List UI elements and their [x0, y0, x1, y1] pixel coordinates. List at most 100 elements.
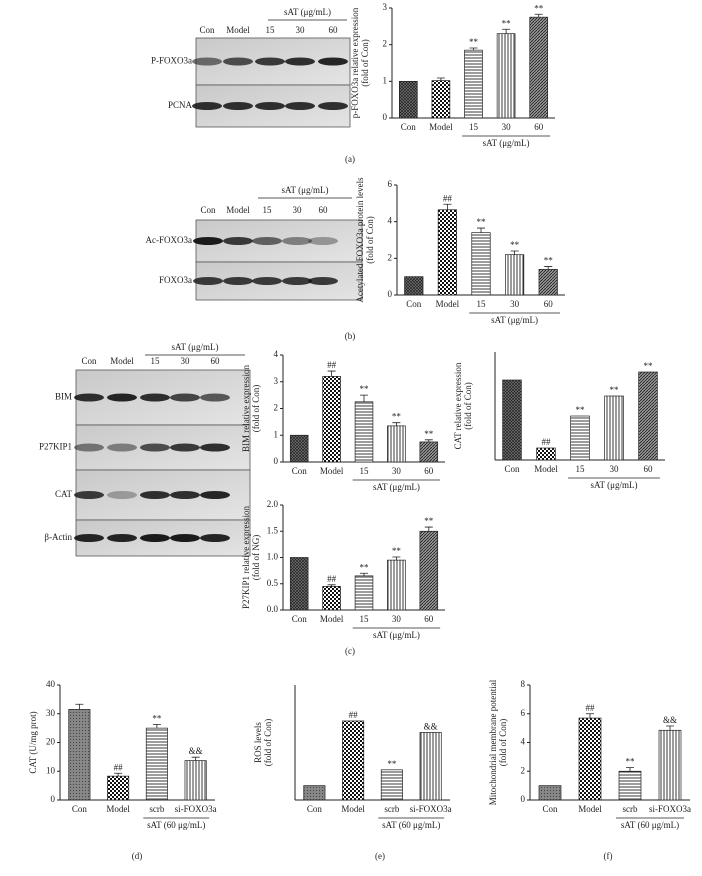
bar: [502, 379, 522, 461]
x-tick-label: scrb: [384, 804, 399, 814]
blot-band: [193, 277, 223, 285]
significance-label: **: [576, 405, 586, 415]
x-tick-label: si-FOXO3a: [649, 804, 691, 814]
y-axis-label: (fold of Con): [463, 382, 473, 430]
panel-label: (e): [375, 851, 385, 861]
x-tick-label: 15: [360, 466, 370, 476]
significance-label: &&: [189, 746, 203, 756]
blot-band: [200, 491, 230, 499]
x-tick-label: Con: [72, 804, 88, 814]
bar: [431, 80, 451, 119]
panel-label: (a): [345, 154, 355, 164]
x-tick-label: 60: [534, 122, 544, 132]
bar: [342, 720, 365, 801]
bar: [145, 727, 168, 801]
blot-column-label: 60: [329, 25, 339, 35]
blot-band: [107, 534, 137, 542]
blot-band: [200, 393, 230, 402]
bar: [578, 717, 602, 801]
error-bar: [534, 13, 543, 18]
x-tick-label: Model: [106, 804, 130, 814]
x-tick-label: 60: [424, 614, 434, 624]
x-tick-label: Con: [401, 122, 417, 132]
blot-band: [223, 102, 253, 110]
blot-band: [223, 237, 253, 245]
blot-column-label: Model: [226, 205, 250, 215]
blot-band: [74, 393, 104, 402]
significance-label: ##: [114, 762, 124, 772]
significance-label: **: [392, 546, 402, 556]
significance-label: **: [644, 361, 654, 371]
error-bar: [502, 28, 511, 34]
significance-label: ##: [327, 360, 337, 370]
y-tick-label: 4: [521, 737, 526, 747]
blot-band: [223, 57, 253, 66]
x-tick-label: 60: [544, 299, 554, 309]
blot-band: [74, 443, 104, 452]
blot-column-label: Model: [226, 25, 250, 35]
blot-column-label: 30: [181, 356, 191, 366]
y-tick-label: 3: [274, 376, 279, 386]
blot-band: [285, 57, 315, 66]
y-axis-label: P27KIP1 relative expression: [241, 506, 251, 609]
significance-label: **: [152, 713, 162, 723]
y-tick-label: 20: [46, 737, 56, 747]
x-tick-label: 30: [392, 466, 402, 476]
bar: [604, 395, 624, 461]
bar: [419, 530, 439, 611]
significance-label: ##: [443, 193, 453, 203]
y-tick-label: 10: [46, 765, 56, 775]
blot-band: [285, 102, 315, 110]
blot-column-label: Con: [200, 205, 216, 215]
y-tick-label: 0: [388, 289, 393, 299]
bar: [505, 254, 525, 296]
x-tick-label: Con: [406, 299, 422, 309]
significance-label: **: [534, 3, 544, 13]
blot-group-label: sAT (μg/mL): [282, 185, 329, 195]
blot-band: [192, 102, 222, 110]
bar: [536, 447, 556, 461]
group-label: sAT (μg/mL): [491, 315, 538, 325]
significance-label: **: [626, 757, 636, 767]
error-bar: [360, 394, 368, 402]
x-tick-label: Con: [307, 804, 323, 814]
y-tick-label: 30: [46, 708, 56, 718]
y-tick-label: 2: [383, 39, 388, 49]
error-bar: [114, 772, 123, 777]
bar: [303, 785, 326, 801]
bar: [289, 434, 309, 463]
blot-group-label: sAT (μg/mL): [284, 7, 331, 17]
x-tick-label: Model: [429, 122, 453, 132]
y-tick-label: 2: [388, 252, 393, 262]
x-tick-label: si-FOXO3a: [175, 804, 217, 814]
x-tick-label: 30: [502, 122, 512, 132]
x-tick-label: Model: [534, 464, 558, 474]
x-tick-label: scrb: [149, 804, 164, 814]
bar: [419, 732, 442, 801]
error-bar: [392, 422, 401, 426]
group-label: sAT (60 μg/mL): [621, 820, 679, 830]
blot-column-label: 15: [263, 205, 273, 215]
blot-band: [170, 393, 200, 402]
blot-band: [252, 237, 282, 245]
x-tick-label: 30: [392, 614, 402, 624]
significance-label: ##: [586, 703, 596, 713]
blot-row-label: P27KIP1: [39, 442, 72, 452]
group-label: sAT (μg/mL): [373, 630, 420, 640]
blot-band: [192, 57, 222, 66]
y-tick-label: 0.5: [267, 578, 279, 588]
blot-band: [200, 534, 230, 542]
blot-band: [223, 277, 253, 285]
bar: [618, 770, 642, 801]
y-tick-label: 1.0: [267, 552, 279, 562]
blot-band: [308, 237, 338, 245]
blot-band: [170, 443, 200, 452]
x-tick-label: Con: [292, 466, 308, 476]
y-tick-label: 2: [274, 403, 279, 413]
error-bar: [443, 203, 452, 210]
bar: [322, 586, 341, 611]
blot-band: [318, 57, 348, 66]
error-bar: [510, 250, 519, 255]
blot-band: [140, 393, 170, 402]
